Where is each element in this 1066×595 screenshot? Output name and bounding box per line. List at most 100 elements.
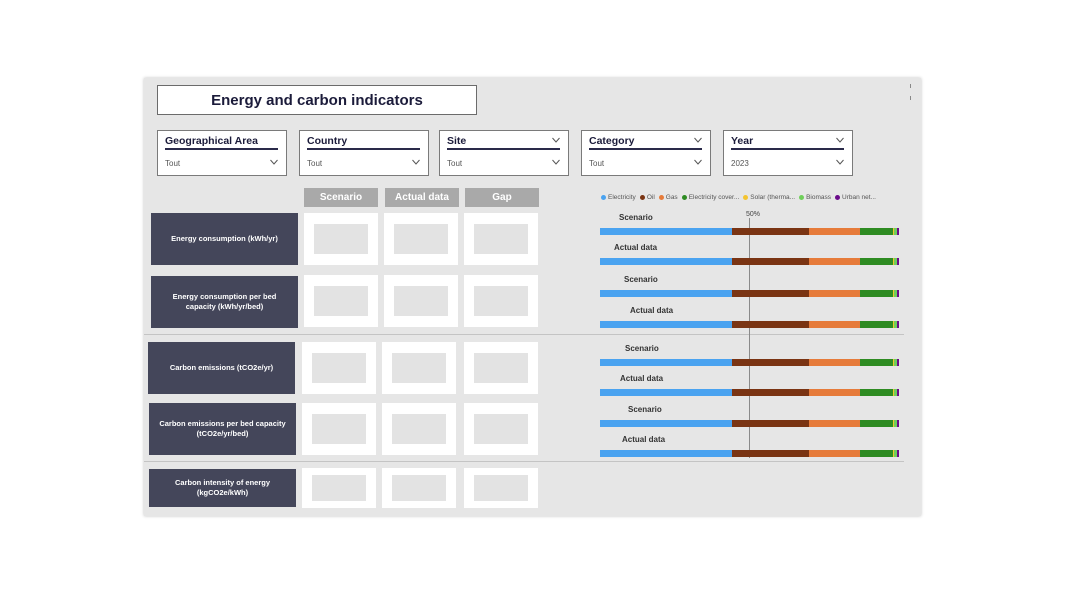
bar-segment[interactable]: [860, 420, 893, 427]
bar-segment[interactable]: [809, 359, 861, 366]
kpi-card-gap: [464, 342, 538, 394]
bar-segment[interactable]: [731, 290, 810, 297]
bar-segment[interactable]: [809, 228, 861, 235]
bar-segment[interactable]: [600, 321, 732, 328]
bar-segment[interactable]: [894, 228, 898, 235]
bar-segment[interactable]: [894, 450, 898, 457]
legend-label: Oil: [646, 194, 655, 201]
legend-item[interactable]: Electricity cover...: [681, 194, 739, 201]
bar-segment[interactable]: [600, 389, 732, 396]
bar-segment[interactable]: [892, 228, 895, 235]
more-options-icon[interactable]: [910, 84, 912, 108]
filter-value: 2023: [731, 159, 749, 168]
bar-segment[interactable]: [809, 450, 861, 457]
filter-underline: [165, 148, 278, 150]
bar-segment[interactable]: [860, 389, 893, 396]
bar-segment[interactable]: [731, 359, 810, 366]
bar-segment[interactable]: [892, 290, 895, 297]
bar-segment[interactable]: [809, 258, 861, 265]
filter-category[interactable]: Category Tout: [581, 130, 711, 176]
bar-segment[interactable]: [892, 450, 895, 457]
legend-item[interactable]: Oil: [639, 194, 655, 201]
bar-label: Actual data: [630, 306, 674, 315]
legend-item[interactable]: Solar (therma...: [743, 194, 795, 201]
bar-segment[interactable]: [892, 359, 895, 366]
bar-segment[interactable]: [600, 420, 732, 427]
filter-year[interactable]: Year 2023: [723, 130, 853, 176]
bar-segment[interactable]: [860, 290, 893, 297]
bar-segment[interactable]: [860, 359, 893, 366]
bar-segment[interactable]: [897, 290, 899, 297]
bar-segment[interactable]: [897, 321, 899, 328]
chevron-down-icon[interactable]: [412, 159, 420, 167]
bar-segment[interactable]: [892, 321, 895, 328]
bar-segment[interactable]: [860, 450, 893, 457]
bar-segment[interactable]: [809, 321, 861, 328]
legend-item[interactable]: Biomass: [799, 194, 831, 201]
filter-geographical-area[interactable]: Geographical Area Tout: [157, 130, 287, 176]
bar-segment[interactable]: [731, 420, 810, 427]
bar-segment[interactable]: [600, 450, 732, 457]
bar-segment[interactable]: [897, 359, 899, 366]
filter-country[interactable]: Country Tout: [299, 130, 429, 176]
chevron-down-icon[interactable]: [270, 159, 278, 167]
chevron-down-icon[interactable]: [836, 159, 844, 167]
filter-site[interactable]: Site Tout: [439, 130, 569, 176]
legend-swatch: [681, 195, 687, 200]
bar-segment[interactable]: [731, 258, 810, 265]
stacked-bar[interactable]: [600, 258, 899, 265]
legend-item[interactable]: Gas: [658, 194, 678, 201]
chevron-down-icon[interactable]: [694, 137, 702, 145]
bar-segment[interactable]: [600, 228, 732, 235]
bar-segment[interactable]: [731, 228, 810, 235]
chevron-down-icon[interactable]: [552, 137, 560, 145]
chevron-down-icon[interactable]: [552, 159, 560, 167]
stacked-bar[interactable]: [600, 321, 899, 328]
bar-segment[interactable]: [897, 228, 899, 235]
kpi-card-gap: [464, 468, 538, 508]
bar-segment[interactable]: [860, 321, 893, 328]
bar-segment[interactable]: [600, 359, 732, 366]
chevron-down-icon[interactable]: [836, 137, 844, 145]
legend-item[interactable]: Electricity: [601, 194, 636, 201]
bar-segment[interactable]: [894, 389, 898, 396]
bar-segment[interactable]: [600, 290, 732, 297]
bar-segment[interactable]: [892, 389, 895, 396]
bar-segment[interactable]: [809, 420, 861, 427]
legend-label: Urban net...: [842, 194, 876, 201]
bar-segment[interactable]: [897, 258, 899, 265]
bar-segment[interactable]: [860, 258, 893, 265]
bar-segment[interactable]: [894, 420, 898, 427]
bar-segment[interactable]: [731, 450, 810, 457]
bar-segment[interactable]: [809, 290, 861, 297]
bar-segment[interactable]: [860, 228, 893, 235]
bar-segment[interactable]: [809, 389, 861, 396]
column-header-actual-data: Actual data: [385, 188, 459, 207]
bar-segment[interactable]: [897, 420, 899, 427]
row-label-carbon-intensity: Carbon intensity of energy (kgCO2e/kWh): [149, 469, 296, 507]
stacked-bar[interactable]: [600, 359, 899, 366]
bar-segment[interactable]: [894, 258, 898, 265]
legend-swatch: [835, 195, 840, 200]
legend-swatch: [658, 195, 664, 200]
bar-segment[interactable]: [600, 258, 732, 265]
bar-segment[interactable]: [894, 359, 898, 366]
chevron-down-icon[interactable]: [694, 159, 702, 167]
bar-segment[interactable]: [892, 420, 895, 427]
chart-legend: Electricity Oil Gas Electricity cover... Sol…: [601, 194, 880, 202]
bar-segment[interactable]: [731, 389, 810, 396]
kpi-card-gap: [464, 403, 538, 455]
bar-label: Scenario: [624, 275, 658, 284]
stacked-bar[interactable]: [600, 228, 899, 235]
stacked-bar[interactable]: [600, 389, 899, 396]
stacked-bar[interactable]: [600, 420, 899, 427]
bar-segment[interactable]: [897, 450, 899, 457]
bar-segment[interactable]: [894, 290, 898, 297]
stacked-bar[interactable]: [600, 290, 899, 297]
bar-segment[interactable]: [731, 321, 810, 328]
stacked-bar[interactable]: [600, 450, 899, 457]
legend-item[interactable]: Urban net...: [835, 194, 876, 201]
bar-segment[interactable]: [897, 389, 899, 396]
bar-segment[interactable]: [892, 258, 895, 265]
bar-segment[interactable]: [894, 321, 898, 328]
